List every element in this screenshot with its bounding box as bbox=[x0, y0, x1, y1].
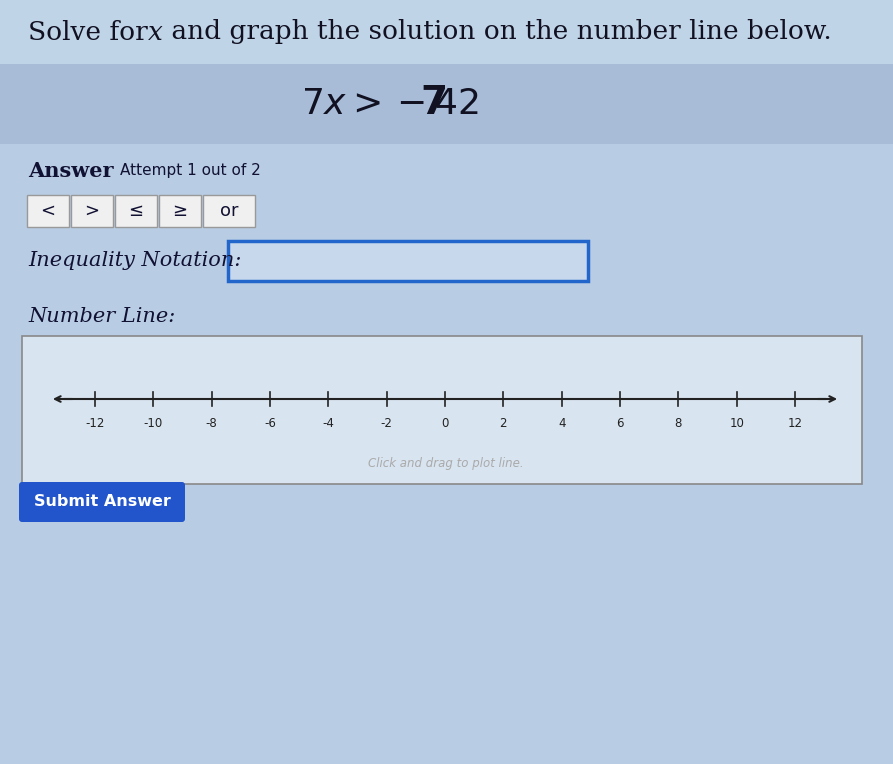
Text: 0: 0 bbox=[441, 417, 448, 430]
Text: ≥: ≥ bbox=[172, 202, 188, 220]
Text: -8: -8 bbox=[205, 417, 218, 430]
Text: -2: -2 bbox=[380, 417, 393, 430]
FancyBboxPatch shape bbox=[0, 0, 893, 64]
FancyBboxPatch shape bbox=[0, 64, 893, 144]
Text: x: x bbox=[148, 20, 163, 44]
FancyBboxPatch shape bbox=[115, 195, 157, 227]
Text: and graph the solution on the number line below.: and graph the solution on the number lin… bbox=[163, 20, 831, 44]
Text: Number Line:: Number Line: bbox=[28, 306, 175, 325]
Text: Inequality Notation:: Inequality Notation: bbox=[28, 251, 241, 270]
Text: 12: 12 bbox=[788, 417, 803, 430]
Text: >: > bbox=[85, 202, 99, 220]
Text: ≤: ≤ bbox=[129, 202, 144, 220]
Text: -6: -6 bbox=[264, 417, 276, 430]
Text: -4: -4 bbox=[322, 417, 334, 430]
FancyBboxPatch shape bbox=[159, 195, 201, 227]
FancyBboxPatch shape bbox=[22, 336, 862, 484]
Text: 6: 6 bbox=[616, 417, 623, 430]
FancyBboxPatch shape bbox=[27, 195, 69, 227]
FancyBboxPatch shape bbox=[19, 482, 185, 522]
Text: 10: 10 bbox=[730, 417, 744, 430]
Text: $7x > -42$: $7x > -42$ bbox=[301, 87, 479, 121]
Text: 2: 2 bbox=[499, 417, 507, 430]
FancyBboxPatch shape bbox=[203, 195, 255, 227]
Text: Submit Answer: Submit Answer bbox=[34, 494, 171, 510]
Text: Answer: Answer bbox=[28, 161, 113, 181]
Text: -12: -12 bbox=[86, 417, 104, 430]
Text: Attempt 1 out of 2: Attempt 1 out of 2 bbox=[120, 163, 261, 179]
FancyBboxPatch shape bbox=[228, 241, 588, 281]
Text: $\mathbf{7}$: $\mathbf{7}$ bbox=[420, 86, 446, 122]
Text: Click and drag to plot line.: Click and drag to plot line. bbox=[368, 458, 524, 471]
Text: 8: 8 bbox=[674, 417, 682, 430]
Text: <: < bbox=[40, 202, 55, 220]
Text: -10: -10 bbox=[144, 417, 163, 430]
Text: 4: 4 bbox=[558, 417, 565, 430]
Text: or: or bbox=[220, 202, 238, 220]
Text: Solve for: Solve for bbox=[28, 20, 156, 44]
FancyBboxPatch shape bbox=[71, 195, 113, 227]
